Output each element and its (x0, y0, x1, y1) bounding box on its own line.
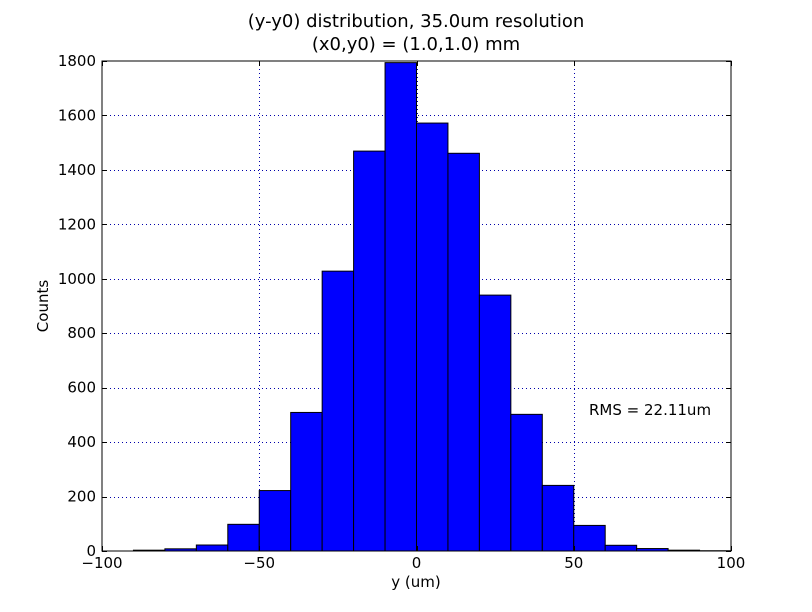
y-tick-label: 1000 (58, 270, 96, 288)
x-tick-label: −100 (81, 554, 122, 572)
y-axis-label: Counts (34, 280, 52, 333)
chart-title-line2: (x0,y0) = (1.0,1.0) mm (312, 34, 520, 55)
histogram-bar (321, 270, 355, 552)
histogram-bar (604, 544, 638, 552)
histogram-bar (447, 152, 480, 552)
y-tick-labels: 0 200 400 600 800 1000 1200 1400 1600 1800 (58, 52, 96, 560)
y-tick-label: 400 (67, 433, 96, 451)
histogram-bar (541, 484, 575, 552)
x-tick-label: 50 (564, 554, 583, 572)
histogram-bar (478, 294, 512, 552)
chart-title-line1: (y-y0) distribution, 35.0um resolution (248, 11, 585, 32)
rms-annotation: RMS = 22.11um (589, 401, 711, 419)
y-tick-label: 1800 (58, 52, 96, 70)
x-tick-label: −50 (243, 554, 275, 572)
y-tick-label: 800 (67, 324, 96, 342)
x-tick-label: 0 (412, 554, 422, 572)
axis-ticks (102, 61, 732, 552)
y-tick-label: 200 (67, 488, 96, 506)
y-tick-label: 1400 (58, 161, 96, 179)
histogram-bar (290, 411, 323, 552)
y-tick-label: 1600 (58, 106, 96, 124)
histogram-bar (416, 122, 449, 552)
y-tick-label: 1200 (58, 215, 96, 233)
x-tick-labels: −100 −50 0 50 100 (81, 554, 745, 572)
x-tick-label: 100 (717, 554, 746, 572)
histogram-bar (195, 544, 229, 552)
histogram-bar (510, 413, 543, 552)
plot-frame (101, 60, 732, 552)
histogram-bars (132, 62, 732, 552)
histogram-bar (573, 524, 606, 552)
histogram-bar (384, 62, 417, 552)
histogram-bar (227, 523, 260, 552)
histogram-bar (258, 490, 292, 552)
y-tick-label: 600 (67, 379, 96, 397)
histogram-bar (353, 150, 386, 552)
x-axis-label: y (um) (391, 573, 440, 591)
y-tick-label: 0 (86, 542, 96, 560)
